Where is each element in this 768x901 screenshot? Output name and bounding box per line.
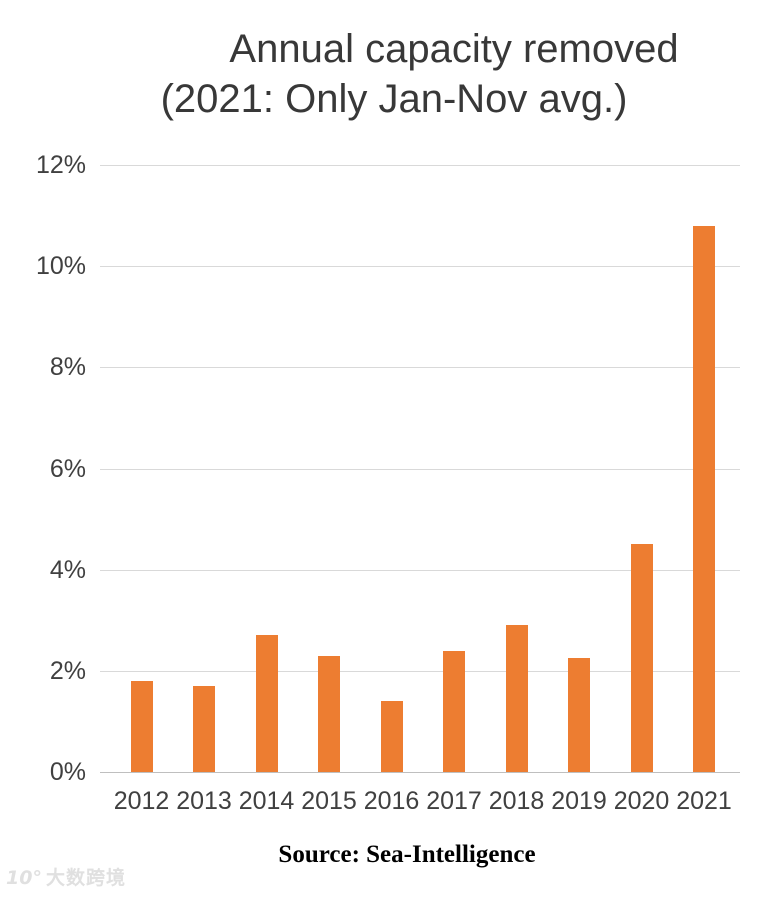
bar-2016 — [380, 701, 403, 772]
bar-2013 — [193, 686, 215, 772]
gridline-4% — [100, 569, 740, 571]
x-axis-tick-2014: 2014 — [238, 787, 295, 815]
gridline-6% — [100, 468, 740, 470]
bar-2014 — [255, 635, 278, 772]
watermark-logo-icon: 10° — [6, 867, 42, 889]
bar-2018 — [505, 625, 528, 772]
x-axis-tick-2019: 2019 — [551, 787, 607, 815]
x-axis-tick-2021: 2021 — [676, 787, 732, 815]
bar-2012 — [130, 680, 153, 772]
bar-2015 — [318, 655, 340, 772]
chart-title-line-2: (2021: Only Jan-Nov avg.) — [160, 77, 628, 121]
watermark: 10° 大数跨境 — [6, 866, 126, 890]
y-axis-tick-0%: 0% — [49, 758, 86, 786]
x-axis-tick-2020: 2020 — [613, 787, 670, 815]
bar-2017 — [443, 650, 465, 772]
bar-2020 — [630, 544, 653, 772]
x-axis-tick-2017: 2017 — [426, 787, 482, 815]
gridline-8% — [100, 367, 740, 369]
x-axis-tick-2018: 2018 — [488, 787, 545, 815]
y-axis-tick-2%: 2% — [49, 656, 86, 685]
source-caption: Source: Sea-Intelligence — [278, 841, 536, 868]
gridline-10% — [100, 266, 740, 268]
gridline-0% — [100, 772, 740, 773]
x-axis-tick-2013: 2013 — [176, 787, 232, 815]
bar-2021 — [693, 225, 715, 772]
x-axis-tick-2012: 2012 — [113, 787, 170, 815]
y-axis-tick-4%: 4% — [49, 555, 86, 584]
bar-2019 — [568, 658, 590, 772]
y-axis-tick-12%: 12% — [35, 151, 86, 180]
x-axis-tick-2016: 2016 — [363, 787, 420, 815]
y-axis-tick-10%: 10% — [35, 252, 86, 281]
y-axis-tick-6%: 6% — [49, 454, 86, 483]
watermark-text: 大数跨境 — [45, 867, 126, 889]
gridline-12% — [100, 165, 740, 167]
gridline-2% — [100, 670, 740, 672]
x-axis-tick-2015: 2015 — [301, 787, 357, 815]
y-axis-tick-8%: 8% — [49, 353, 86, 382]
chart-title-line-1: Annual capacity removed — [229, 27, 679, 71]
